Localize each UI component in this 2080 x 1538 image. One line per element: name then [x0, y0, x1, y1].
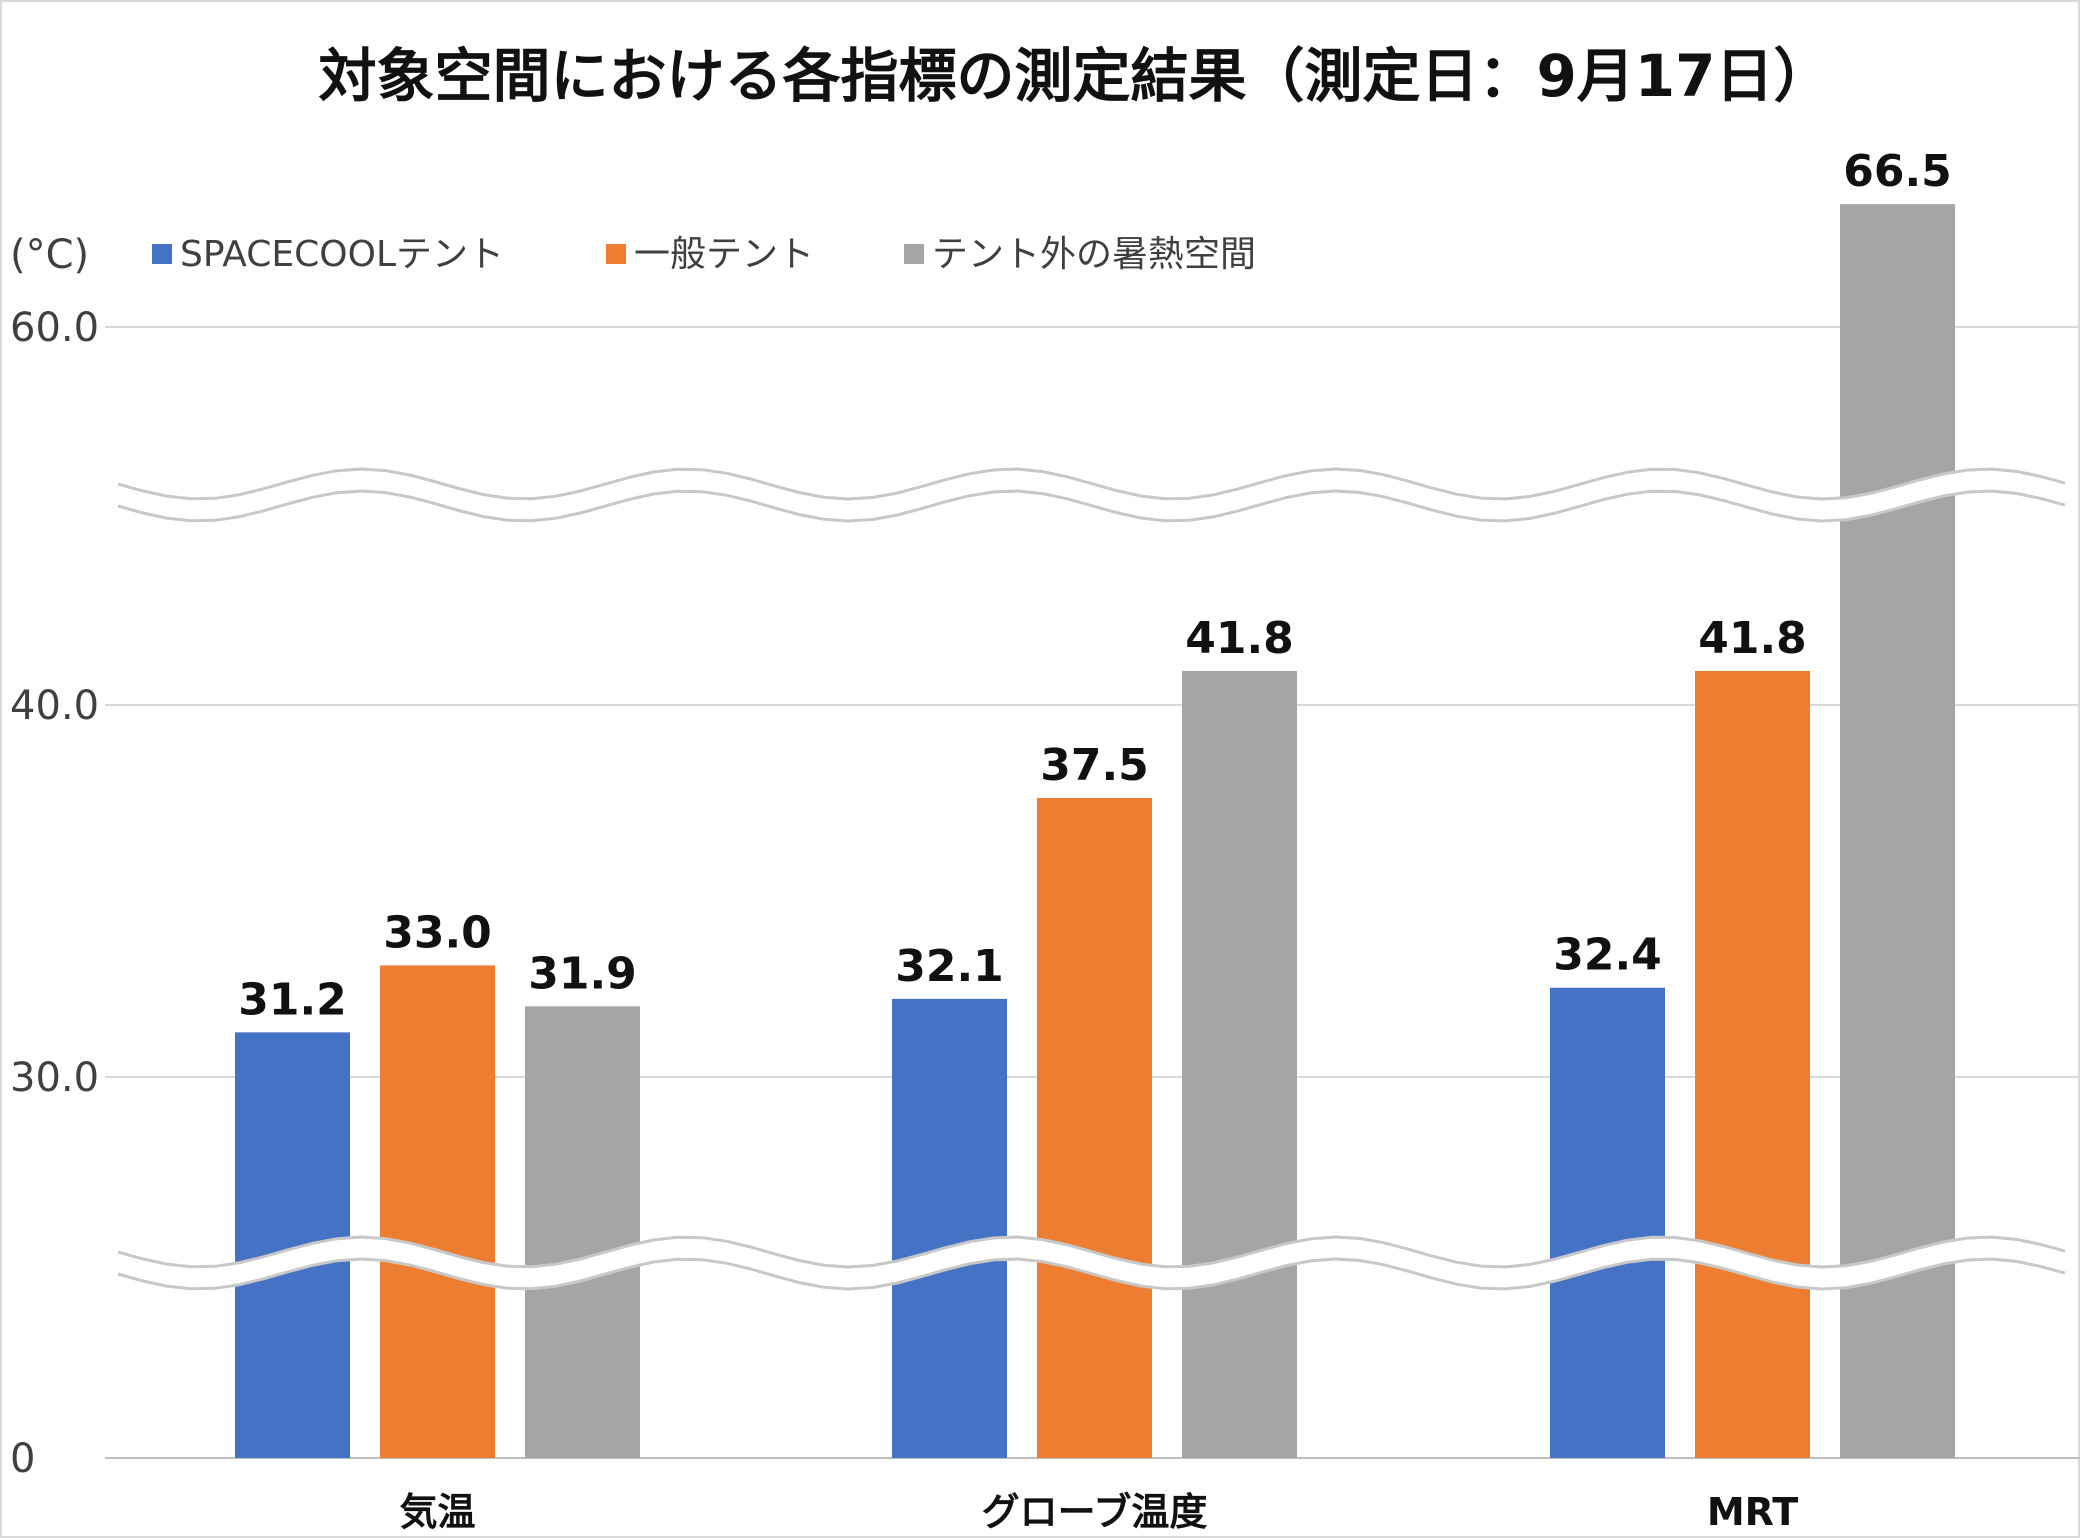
data-label: 33.0	[383, 907, 492, 958]
axis-break-line	[117, 1257, 2066, 1291]
axis-break-line	[117, 489, 2066, 523]
data-label: 41.8	[1698, 613, 1807, 664]
y-axis-unit-label: (°C)	[10, 232, 89, 278]
data-label: 31.2	[238, 974, 347, 1025]
legend-swatch	[152, 244, 172, 264]
legend-item: SPACECOOLテント	[152, 234, 504, 275]
legend-swatch	[904, 244, 924, 264]
category-label: MRT	[1707, 1490, 1798, 1534]
bar	[892, 998, 1007, 1458]
data-label: 31.9	[528, 948, 637, 999]
data-labels: 31.2 32.1 32.4 33.0 37.5 41.8 31.9 41.8 66.5	[238, 146, 1952, 1025]
category-labels: 気温 グローブ温度 MRT	[399, 1490, 1798, 1534]
legend: SPACECOOLテント 一般テント テント外の暑熱空間	[152, 234, 1256, 275]
y-tick-label: 40.0	[10, 683, 99, 729]
bar	[1550, 987, 1665, 1458]
bar	[1182, 670, 1297, 1458]
legend-label: テント外の暑熱空間	[932, 234, 1256, 275]
y-tick-label: 60.0	[10, 305, 99, 351]
data-label: 37.5	[1040, 740, 1149, 791]
legend-label: 一般テント	[634, 234, 814, 275]
bar	[1695, 670, 1810, 1458]
y-tick-label: 30.0	[10, 1055, 99, 1101]
data-label: 32.1	[895, 941, 1004, 992]
category-label: 気温	[399, 1490, 475, 1534]
bar	[380, 965, 495, 1458]
bar	[1037, 798, 1152, 1458]
y-axis-ticks: 0 30.0 40.0 60.0	[10, 305, 99, 1482]
axis-break-line	[117, 1235, 2066, 1269]
axis-break-line	[117, 467, 2066, 501]
legend-item: テント外の暑熱空間	[904, 234, 1256, 275]
data-label: 41.8	[1185, 613, 1294, 664]
legend-item: 一般テント	[606, 234, 814, 275]
legend-swatch	[606, 244, 626, 264]
legend-label: SPACECOOLテント	[180, 234, 504, 275]
y-tick-label: 0	[10, 1436, 35, 1482]
data-label: 32.4	[1553, 930, 1662, 981]
data-label: 66.5	[1843, 146, 1952, 197]
chart-title: 対象空間における各指標の測定結果（測定日：9月17日）	[318, 42, 1831, 110]
category-label: グローブ温度	[982, 1490, 1208, 1534]
axis-break-band	[118, 1237, 2065, 1289]
axis-break-band	[118, 469, 2065, 521]
bar	[525, 1006, 640, 1458]
axis-break-marks	[117, 467, 2066, 1291]
